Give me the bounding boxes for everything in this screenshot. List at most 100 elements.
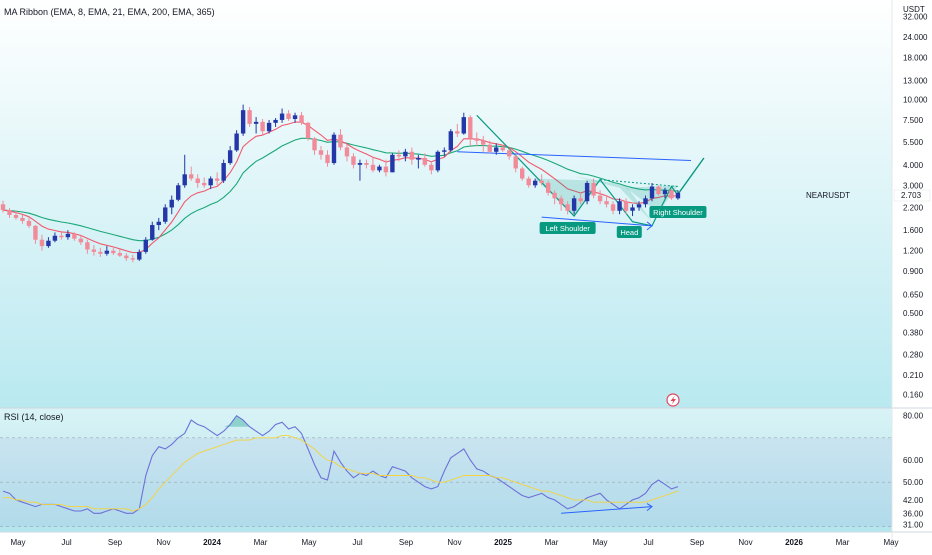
candle-body (26, 220, 32, 226)
price-pane[interactable]: Left Shoulder Head Right Shoulder (0, 104, 707, 263)
candle-body (208, 178, 213, 186)
price-tick-label: 0.380 (903, 329, 924, 338)
candle-body (318, 150, 324, 155)
candle-body (357, 163, 363, 165)
rsi-pane[interactable] (0, 414, 892, 527)
time-tick-label: Jul (61, 538, 71, 547)
candle-body (481, 140, 486, 145)
candle-body (234, 133, 239, 151)
candle-body (507, 150, 512, 157)
candle-body (461, 117, 466, 134)
candle-body (20, 217, 25, 221)
rsi-tick-label: 80.00 (903, 412, 924, 421)
tradingview-bolt-icon[interactable] (666, 393, 680, 407)
candle-body (390, 154, 395, 173)
candle-body (416, 157, 421, 160)
last-price-value: 2.703 (901, 191, 922, 200)
rsi-tick-label: 42.00 (903, 496, 924, 505)
time-tick-label: Jul (352, 538, 362, 547)
candle-body (409, 151, 415, 160)
neckline (600, 179, 679, 188)
candle-body (526, 178, 531, 186)
rsi-ma-line (3, 435, 679, 512)
breakout-projection-line (677, 157, 705, 195)
time-tick-label: Nov (447, 538, 461, 547)
indicator-title[interactable]: MA Ribbon (EMA, 8, EMA, 21, EMA, 200, EM… (4, 7, 215, 17)
price-tick-label: 0.650 (903, 290, 924, 299)
price-tick-label: 0.900 (903, 267, 924, 276)
candle-body (273, 119, 278, 123)
price-tick-label: 10.000 (903, 95, 928, 104)
rsi-title[interactable]: RSI (14, close) (4, 412, 64, 422)
candle-body (403, 151, 408, 157)
rsi-divergence-arrow (561, 506, 653, 514)
candle-body (325, 154, 330, 164)
candle-body (442, 150, 447, 152)
candle-body (156, 221, 161, 226)
rsi-tick-label: 50.00 (903, 478, 924, 487)
candle-body (344, 147, 350, 157)
pattern-label-bg (539, 222, 596, 234)
candle-body (597, 195, 603, 202)
price-tick-label: 1.200 (903, 247, 924, 256)
candle-body (292, 115, 298, 119)
candle-body (299, 115, 304, 123)
candle-body (312, 138, 317, 151)
candle-body (487, 144, 492, 152)
time-tick-label: Mar (836, 538, 850, 547)
candle-body (669, 190, 674, 199)
candle-body (0, 204, 6, 211)
candle-body (137, 251, 142, 260)
last-price-tag (893, 189, 931, 202)
price-tick-label: 0.500 (903, 309, 924, 318)
candle-body (169, 199, 174, 208)
price-tick-label: 4.000 (903, 161, 924, 170)
candle-body (59, 235, 64, 238)
candle-body (532, 180, 538, 186)
time-tick-label: 2026 (785, 538, 803, 547)
candle-body (124, 255, 129, 259)
pattern-label: Head (620, 228, 638, 237)
price-tick-label: 24.000 (903, 33, 928, 42)
candle-body (201, 182, 207, 186)
candle-body (649, 186, 655, 199)
candle-body (150, 225, 155, 240)
candle-body (396, 154, 402, 157)
candle-body (338, 134, 343, 148)
candle-body (656, 186, 661, 195)
candle-body (383, 166, 389, 173)
candle-body (377, 166, 382, 171)
price-tick-label: 3.000 (903, 181, 924, 190)
candle-body (351, 156, 356, 165)
candle-body (500, 147, 505, 151)
axes: 32.000 24.000 18.000 13.000 10.000 7.500 5.500… (10, 12, 928, 547)
price-tick-label: 0.280 (903, 351, 924, 360)
price-tick-label: 7.500 (903, 116, 924, 125)
price-tick-label: 2.200 (903, 203, 924, 212)
candle-body (435, 151, 441, 171)
candle-body (422, 157, 428, 165)
time-tick-label: Jul (643, 538, 653, 547)
time-tick-label: May (10, 538, 25, 547)
candle-body (286, 113, 291, 119)
candle-body (247, 110, 252, 124)
candle-body (455, 131, 460, 134)
candle-body (52, 235, 58, 241)
rsi-pane-background (0, 408, 892, 532)
time-tick-label: May (883, 538, 898, 547)
candle-body (662, 190, 668, 195)
time-tick-label: Nov (156, 538, 170, 547)
candle-body (474, 138, 479, 141)
candle-body (584, 182, 590, 202)
candle-body (91, 249, 97, 252)
price-tick-label: 32.000 (903, 12, 928, 21)
candle-body (364, 163, 369, 165)
rsi-tick-label: 31.00 (903, 520, 924, 529)
candle-body (494, 147, 499, 152)
price-tick-label: 18.000 (903, 53, 928, 62)
candle-body (130, 258, 135, 260)
candle-body (227, 150, 233, 164)
price-pane-background (0, 0, 892, 408)
